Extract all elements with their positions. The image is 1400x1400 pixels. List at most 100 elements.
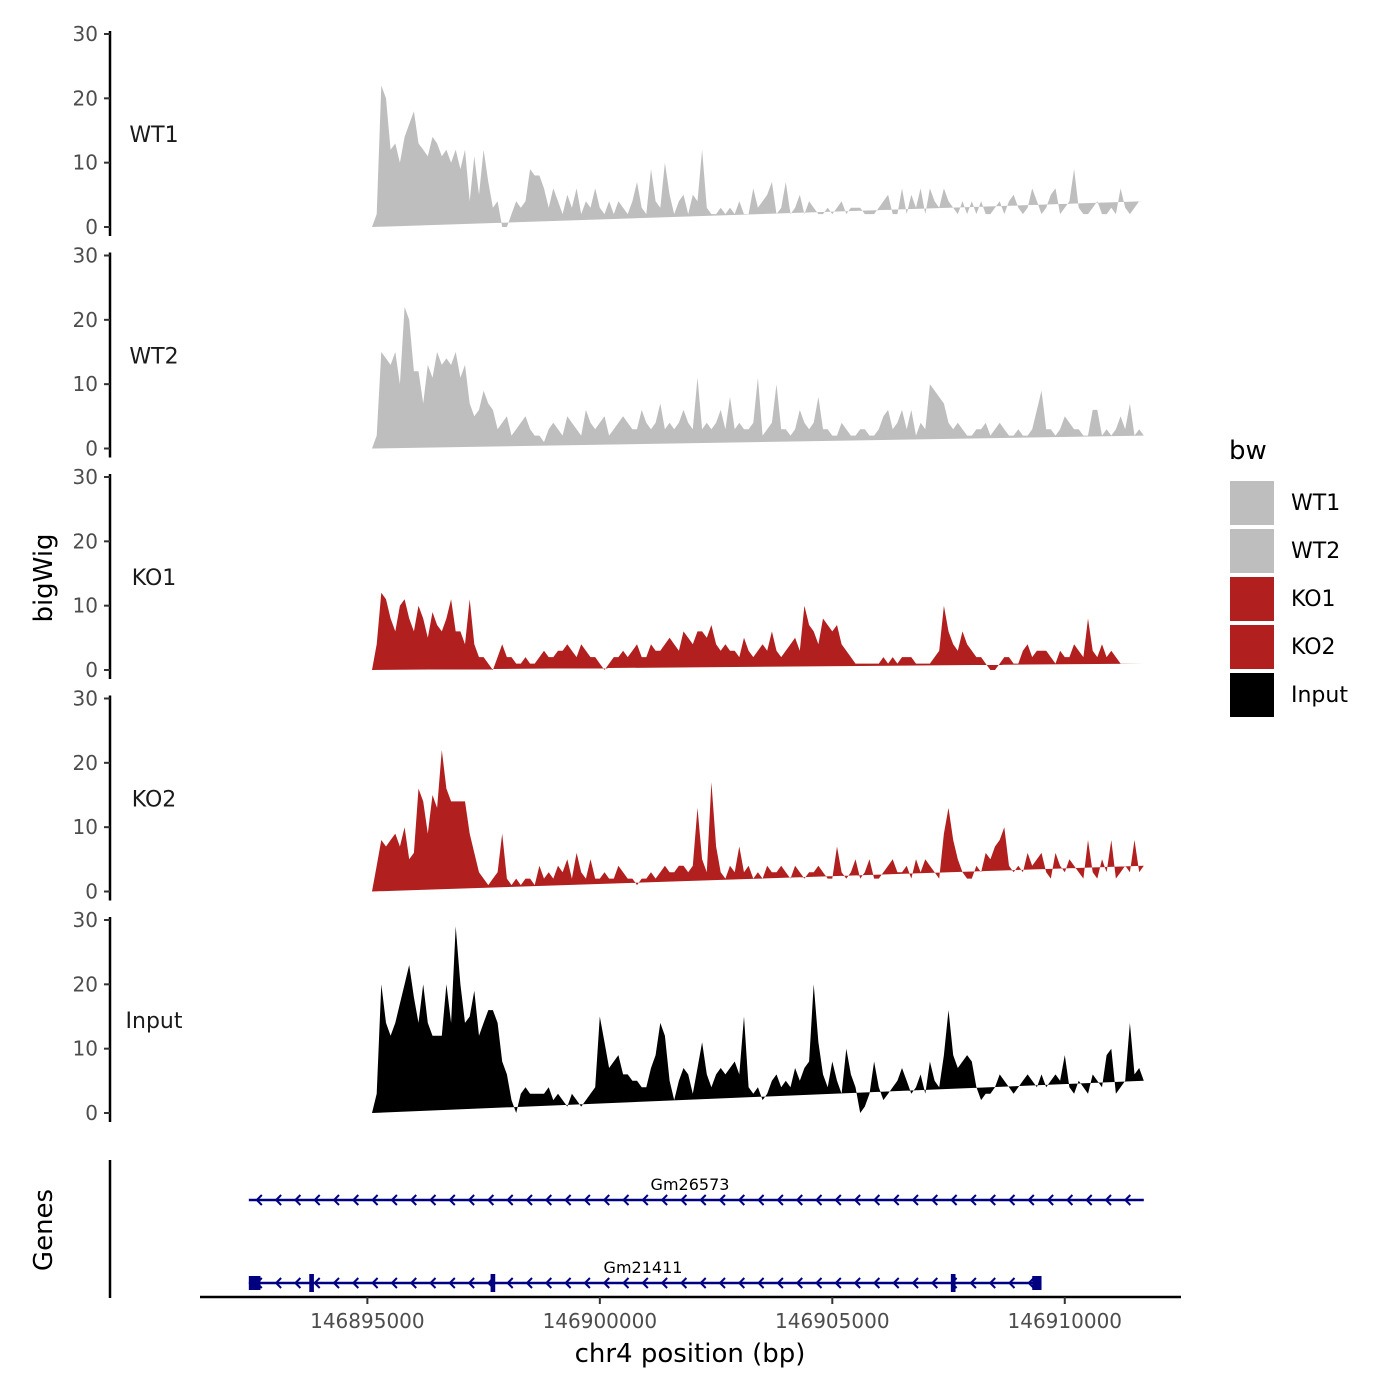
gene-gm26573: Gm26573 [248, 1175, 1144, 1206]
x-tick-label: 146895000 [310, 1309, 425, 1333]
legend-item-ko1: KO1 [1230, 577, 1336, 621]
strand-arrow [699, 1277, 707, 1289]
strand-arrow [988, 1277, 996, 1289]
strand-arrow [294, 1194, 302, 1206]
strand-arrow [776, 1277, 784, 1289]
legend-label: KO1 [1291, 587, 1336, 612]
strand-arrow [564, 1277, 572, 1289]
x-tick-label: 146900000 [543, 1309, 658, 1333]
track-label: WT1 [129, 123, 178, 148]
strand-arrow [429, 1277, 437, 1289]
x-axis-title: chr4 position (bp) [575, 1339, 806, 1369]
strand-arrow [737, 1194, 746, 1206]
area-wt2 [372, 307, 1144, 449]
strand-arrow [660, 1277, 668, 1289]
strand-arrow [969, 1194, 977, 1206]
strand-arrow [313, 1194, 321, 1206]
legend-swatch [1230, 577, 1274, 621]
strand-arrow [313, 1277, 321, 1289]
strand-arrow [409, 1194, 417, 1206]
x-tick-label: 146910000 [1008, 1309, 1123, 1333]
y-tick-label: 0 [85, 1101, 98, 1125]
track-ko1: 0 10 20 30 KO1 [73, 465, 1144, 682]
strand-arrow [911, 1277, 919, 1289]
strand-arrow [622, 1277, 630, 1289]
area-ko1 [372, 592, 1144, 670]
strand-arrow [757, 1194, 765, 1206]
exon [1032, 1276, 1042, 1290]
strand-arrow [873, 1277, 881, 1289]
strand-arrow [1008, 1277, 1016, 1289]
strand-arrow [467, 1277, 475, 1289]
y-tick-label: 20 [73, 529, 98, 553]
strand-arrow [873, 1194, 881, 1206]
strand-arrow [853, 1277, 861, 1289]
strand-arrow [390, 1194, 398, 1206]
strand-arrow [602, 1194, 610, 1206]
strand-arrow [1066, 1194, 1074, 1206]
strand-arrow [429, 1194, 437, 1206]
strand-arrow [583, 1194, 591, 1206]
strand-arrow [834, 1277, 842, 1289]
exon [490, 1274, 496, 1292]
strand-arrow [332, 1194, 340, 1206]
legend-swatch [1230, 673, 1274, 717]
strand-arrow [853, 1194, 861, 1206]
strand-arrow [255, 1194, 263, 1206]
strand-arrow [930, 1194, 939, 1206]
strand-arrow [467, 1194, 475, 1206]
strand-arrow [930, 1277, 939, 1289]
track-wt2: 0 10 20 30 WT2 [73, 244, 1144, 461]
y-tick-label: 30 [73, 687, 98, 711]
legend-label: WT2 [1291, 539, 1340, 564]
y-tick-label: 10 [73, 372, 98, 396]
y-tick-label: 0 [85, 880, 98, 904]
legend-item-ko2: KO2 [1230, 625, 1336, 669]
strand-arrow [680, 1194, 688, 1206]
legend-title: bw [1229, 436, 1267, 466]
y-tick-label: 10 [73, 1037, 98, 1061]
legend-swatch [1230, 625, 1274, 669]
strand-arrow [641, 1194, 649, 1206]
strand-arrow [1027, 1277, 1035, 1289]
area-input [372, 926, 1144, 1113]
strand-arrow [1027, 1194, 1035, 1206]
gene-panel: Gm26573 Gm21411 [108, 1160, 1144, 1298]
y-tick-label: 30 [73, 22, 98, 46]
y-axis-title: bigWig [29, 533, 59, 622]
strand-arrow [544, 1194, 553, 1206]
legend-item-wt2: WT2 [1230, 529, 1340, 573]
y-tick-label: 0 [85, 437, 98, 461]
strand-arrow [351, 1194, 360, 1206]
strand-arrow [660, 1194, 668, 1206]
strand-arrow [332, 1277, 340, 1289]
strand-arrow [1008, 1194, 1016, 1206]
strand-arrow [718, 1277, 726, 1289]
area-wt1 [372, 85, 1144, 227]
gene-label: Gm26573 [651, 1175, 730, 1194]
strand-arrow [583, 1277, 591, 1289]
strand-arrow [757, 1277, 765, 1289]
strand-arrow [718, 1194, 726, 1206]
strand-arrow [1046, 1194, 1054, 1206]
strand-arrow [602, 1277, 610, 1289]
strand-arrow [815, 1277, 823, 1289]
strand-arrow [506, 1277, 514, 1289]
strand-arrow [680, 1277, 688, 1289]
strand-arrow [294, 1277, 302, 1289]
strand-arrow [448, 1277, 456, 1289]
y-tick-label: 10 [73, 815, 98, 839]
strand-arrow [525, 1277, 533, 1289]
strand-arrow [699, 1194, 707, 1206]
y-tick-label: 20 [73, 308, 98, 332]
exon [248, 1276, 261, 1290]
strand-arrow [409, 1277, 417, 1289]
track-wt1: 0 10 20 30 WT1 [73, 22, 1144, 239]
y-tick-label: 20 [73, 751, 98, 775]
strand-arrow [487, 1194, 495, 1206]
strand-arrow [911, 1194, 919, 1206]
track-label: WT2 [129, 345, 178, 370]
legend-item-wt1: WT1 [1230, 481, 1340, 525]
strand-arrow [544, 1277, 553, 1289]
